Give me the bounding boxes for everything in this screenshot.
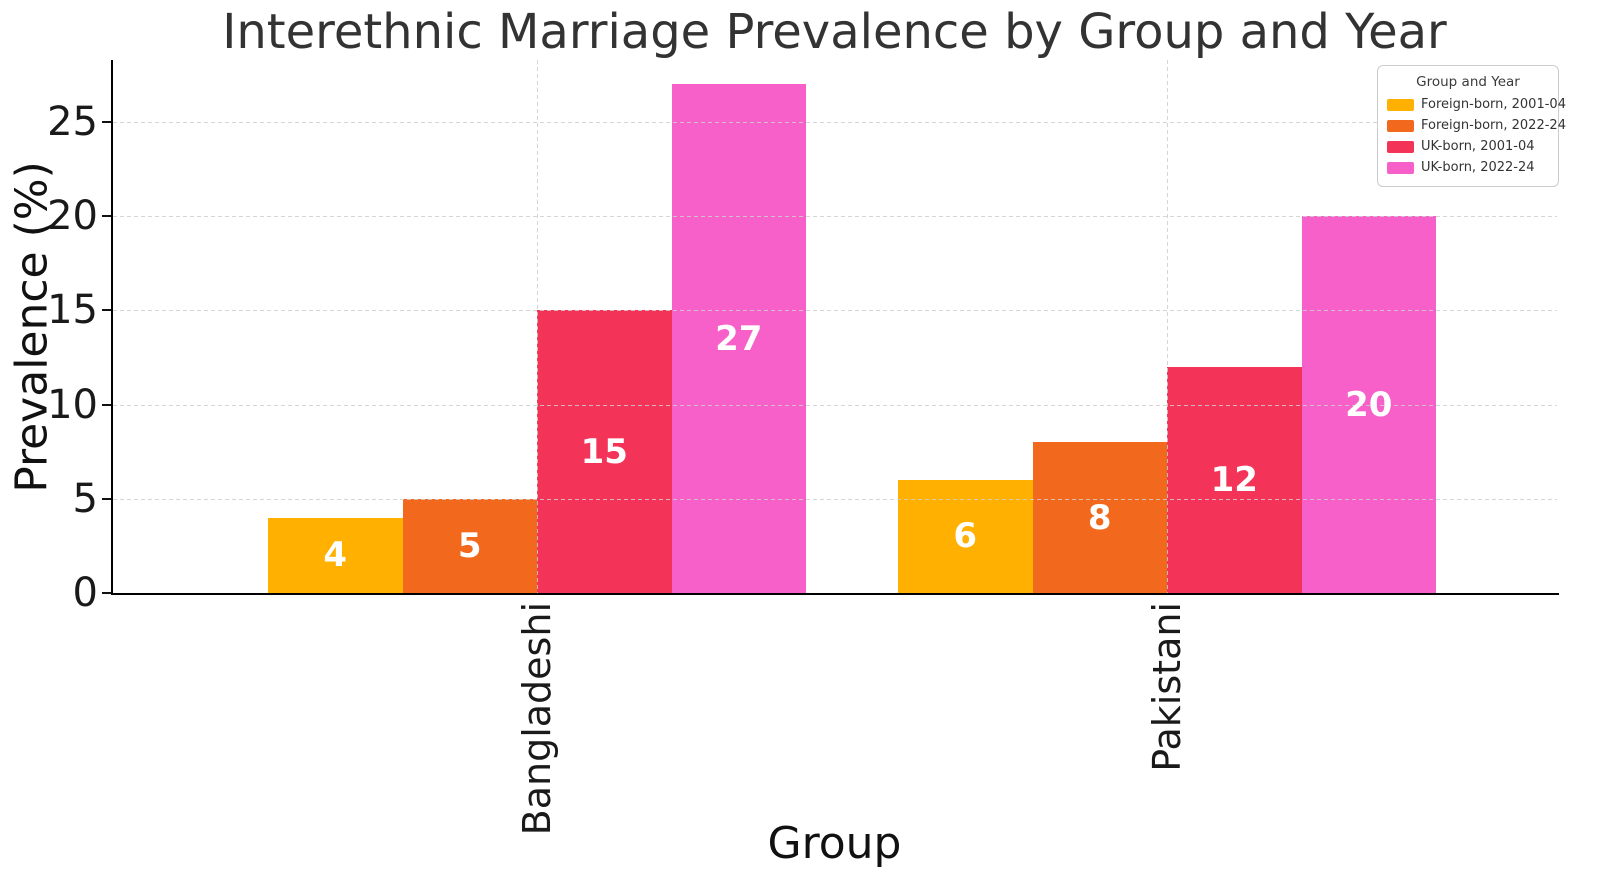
legend-item-label: UK-born, 2022-24 — [1421, 160, 1535, 175]
legend-items: Foreign-born, 2001-04 Foreign-born, 2022-… — [1387, 94, 1566, 178]
y-tick-mark — [102, 121, 111, 123]
y-tick-label: 0 — [72, 570, 98, 616]
legend-swatch-icon — [1387, 98, 1414, 111]
gridline-vertical — [537, 60, 538, 593]
gridline-vertical — [1167, 60, 1168, 593]
y-axis-spine — [111, 60, 113, 595]
bar-value-label: 20 — [1345, 384, 1393, 425]
bar-bangladeshi-series1 — [268, 517, 403, 593]
chart-title: Interethnic Marriage Prevalence by Group… — [222, 4, 1447, 60]
bar-value-label: 8 — [1087, 497, 1112, 538]
bar-pakistani-series1 — [898, 479, 1033, 593]
legend-item: UK-born, 2001-04 — [1387, 136, 1549, 157]
y-tick-mark — [102, 403, 111, 406]
bar-value-label: 12 — [1210, 459, 1258, 500]
bar-value-label: 15 — [580, 431, 628, 472]
y-tick-label: 20 — [47, 193, 98, 240]
y-tick-mark — [102, 497, 111, 500]
gridline-horizontal — [113, 122, 1557, 123]
legend-swatch-icon — [1387, 161, 1414, 174]
bar-pakistani-series2 — [1032, 442, 1167, 593]
bar-pakistani-series4 — [1301, 216, 1436, 593]
legend-item: Foreign-born, 2001-04 — [1387, 94, 1566, 115]
y-tick-label: 10 — [47, 381, 98, 428]
legend-title: Group and Year — [1416, 74, 1520, 90]
gridline-horizontal — [113, 404, 1557, 406]
x-axis-spine — [111, 593, 1559, 595]
bar-bangladeshi-series3 — [537, 310, 672, 593]
gridline-horizontal — [113, 498, 1557, 500]
legend-swatch-icon — [1387, 119, 1414, 132]
x-tick-label-pakistani: Pakistani — [1145, 602, 1189, 772]
x-tick-label-bangladeshi: Bangladeshi — [515, 602, 559, 836]
y-tick-label: 5 — [72, 475, 98, 522]
gridline-horizontal — [113, 216, 1557, 218]
legend-item-label: Foreign-born, 2001-04 — [1421, 97, 1566, 112]
legend-item: Foreign-born, 2022-24 — [1387, 115, 1566, 136]
bar-value-label: 4 — [323, 535, 348, 576]
bar-pakistani-series3 — [1167, 366, 1302, 593]
bar-value-label: 27 — [715, 318, 763, 359]
y-tick-mark — [102, 592, 111, 594]
y-tick-mark — [102, 309, 111, 312]
legend-item-label: Foreign-born, 2022-24 — [1421, 118, 1566, 133]
y-tick-label: 25 — [47, 99, 98, 145]
bar-bangladeshi-series2 — [402, 498, 537, 593]
x-axis-label: Group — [767, 818, 902, 869]
legend-item: UK-born, 2022-24 — [1387, 157, 1549, 178]
legend-item-label: UK-born, 2001-04 — [1421, 139, 1535, 154]
bar-value-label: 5 — [457, 525, 482, 566]
legend: Group and Year Foreign-born, 2001-04 Fore… — [1377, 65, 1566, 187]
y-tick-label: 15 — [47, 287, 98, 334]
bar-value-label: 6 — [953, 516, 978, 557]
y-tick-mark — [102, 215, 111, 218]
gridline-horizontal — [113, 310, 1557, 312]
legend-swatch-icon — [1387, 140, 1414, 153]
bar-bangladeshi-series4 — [671, 84, 806, 593]
